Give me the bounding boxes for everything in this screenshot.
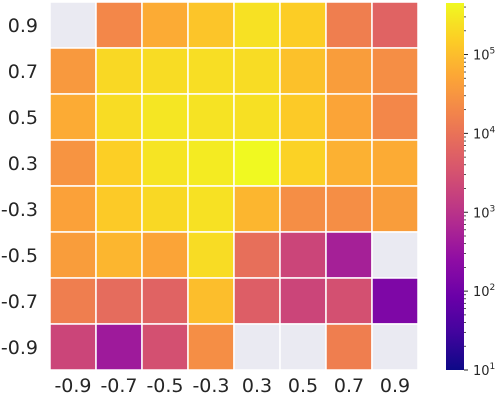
x-tick-label: -0.3: [192, 375, 229, 397]
y-tick-label: 0.3: [8, 153, 38, 175]
heatmap-cell: [371, 1, 419, 49]
heatmap-cell: [279, 323, 327, 371]
y-tick-label: -0.7: [1, 291, 38, 313]
heatmap-cell: [141, 139, 189, 187]
heatmap-cell: [49, 231, 97, 279]
heatmap-cell: [371, 323, 419, 371]
heatmap-cell: [95, 323, 143, 371]
heatmap-cell: [187, 277, 235, 325]
heatmap-cell: [325, 277, 373, 325]
heatmap-cell: [233, 1, 281, 49]
heatmap-cell: [49, 1, 97, 49]
heatmap-cell: [49, 323, 97, 371]
heatmap-cell: [187, 139, 235, 187]
colorbar-tick-label: 103: [473, 204, 495, 221]
colorbar-tick-label: 105: [473, 47, 495, 64]
heatmap-cell: [187, 1, 235, 49]
colorbar-tick-label: 102: [473, 283, 495, 300]
heatmap-cell: [233, 139, 281, 187]
heatmap-cell: [141, 93, 189, 141]
y-axis-tick-labels: 0.9 0.7 0.5 0.3 -0.3 -0.5 -0.7 -0.9: [1, 15, 38, 359]
heatmap-cell: [95, 47, 143, 95]
y-tick-label: 0.7: [8, 61, 38, 83]
heatmap-cell: [187, 231, 235, 279]
heatmap-cell: [325, 93, 373, 141]
heatmap-cell: [49, 185, 97, 233]
heatmap-cell: [325, 323, 373, 371]
heatmap-cell: [141, 47, 189, 95]
x-tick-label: -0.9: [54, 375, 91, 397]
heatmap-cell: [279, 1, 327, 49]
x-axis-tick-labels: -0.9 -0.7 -0.5 -0.3 0.3 0.5 0.7 0.9: [54, 375, 410, 397]
colorbar: 101 102 103 104 105: [446, 3, 496, 379]
heatmap-cell: [371, 47, 419, 95]
heatmap-cell: [371, 231, 419, 279]
heatmap-cell: [187, 185, 235, 233]
heatmap-cell: [141, 185, 189, 233]
heatmap-cell: [279, 231, 327, 279]
y-tick-label: 0.5: [8, 107, 38, 129]
heatmap-cell: [141, 277, 189, 325]
heatmap-cell: [233, 47, 281, 95]
heatmap-cell: [279, 93, 327, 141]
colorbar-tick-label: 104: [473, 125, 496, 142]
heatmap-cells: [49, 1, 419, 371]
x-tick-label: -0.7: [100, 375, 137, 397]
heatmap-cell: [371, 277, 419, 325]
heatmap-cell: [95, 277, 143, 325]
heatmap-cell: [325, 47, 373, 95]
heatmap-cell: [233, 185, 281, 233]
heatmap-cell: [371, 185, 419, 233]
heatmap-cell: [233, 277, 281, 325]
heatmap-cell: [49, 139, 97, 187]
heatmap-cell: [279, 185, 327, 233]
heatmap-cell: [49, 47, 97, 95]
y-tick-label: -0.5: [1, 245, 38, 267]
heatmap-cell: [95, 1, 143, 49]
heatmap-cell: [371, 139, 419, 187]
heatmap-cell: [49, 277, 97, 325]
x-tick-label: 0.5: [288, 375, 318, 397]
heatmap-cell: [279, 47, 327, 95]
x-tick-label: -0.5: [146, 375, 183, 397]
heatmap-cell: [325, 185, 373, 233]
heatmap-cell: [141, 231, 189, 279]
colorbar-tick-label: 101: [473, 362, 495, 379]
heatmap-cell: [95, 231, 143, 279]
heatmap-cell: [233, 231, 281, 279]
y-tick-label: 0.9: [8, 15, 38, 37]
heatmap-cell: [371, 93, 419, 141]
y-tick-label: -0.3: [1, 199, 38, 221]
heatmap-cell: [95, 93, 143, 141]
heatmap-cell: [325, 139, 373, 187]
y-tick-label: -0.9: [1, 337, 38, 359]
x-tick-label: 0.9: [380, 375, 410, 397]
heatmap-cell: [49, 93, 97, 141]
heatmap-cell: [187, 93, 235, 141]
heatmap-cell: [141, 1, 189, 49]
heatmap-cell: [187, 47, 235, 95]
x-tick-label: 0.3: [242, 375, 272, 397]
heatmap-cell: [95, 139, 143, 187]
heatmap-cell: [95, 185, 143, 233]
heatmap-cell: [325, 1, 373, 49]
x-tick-label: 0.7: [334, 375, 364, 397]
colorbar-gradient: [446, 3, 464, 370]
heatmap-cell: [279, 277, 327, 325]
heatmap-cell: [233, 323, 281, 371]
heatmap-cell: [187, 323, 235, 371]
heatmap-cell: [279, 139, 327, 187]
heatmap-cell: [233, 93, 281, 141]
heatmap-cell: [325, 231, 373, 279]
heatmap-cell: [141, 323, 189, 371]
